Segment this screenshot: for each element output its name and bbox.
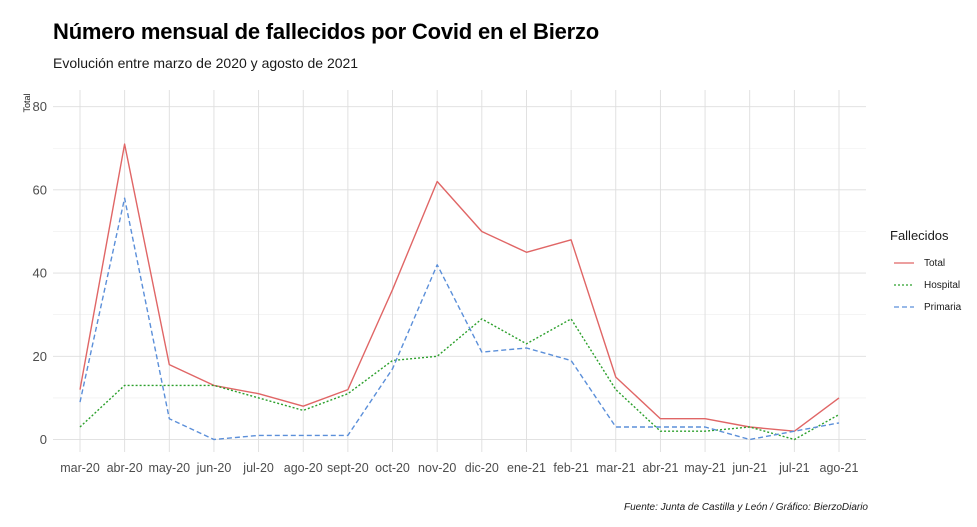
x-tick-label: abr-20 [107, 461, 143, 475]
legend-item-total: Total [890, 252, 961, 274]
x-tick-label: jul-21 [778, 461, 810, 475]
series-line-primaria [79, 197, 840, 441]
y-tick-label: 80 [33, 99, 47, 114]
x-tick-label: nov-20 [418, 461, 456, 475]
y-tick-label: 20 [33, 349, 47, 364]
legend-key-primaria [894, 306, 914, 308]
y-tick-label: 60 [33, 182, 47, 197]
y-tick-label: 0 [40, 432, 47, 447]
legend-label-total: Total [924, 257, 946, 269]
legend: Fallecidos Total Hospital Primaria [890, 228, 961, 318]
y-axis-label: Total [22, 93, 32, 112]
x-tick-label: mar-20 [60, 461, 100, 475]
x-tick-label: dic-20 [465, 461, 499, 475]
x-tick-label: jun-20 [196, 461, 232, 475]
x-tick-label: ene-21 [507, 461, 546, 475]
x-tick-label: sept-20 [327, 461, 369, 475]
x-tick-label: may-20 [148, 461, 190, 475]
legend-item-primaria: Primaria [890, 296, 961, 318]
legend-item-hospital: Hospital [890, 274, 961, 296]
x-tick-label: jul-20 [242, 461, 274, 475]
chart-caption: Fuente: Junta de Castilla y León / Gráfi… [623, 502, 868, 513]
x-tick-label: mar-21 [596, 461, 636, 475]
chart-subtitle: Evolución entre marzo de 2020 y agosto d… [53, 55, 359, 71]
x-tick-label: feb-21 [553, 461, 588, 475]
x-tick-label: ago-21 [820, 461, 859, 475]
series-line-total [79, 143, 840, 432]
chart-title: Número mensual de fallecidos por Covid e… [53, 19, 600, 44]
legend-key-total [894, 262, 914, 264]
x-tick-label: may-21 [684, 461, 726, 475]
x-tick-label: ago-20 [284, 461, 323, 475]
y-tick-label: 40 [33, 266, 47, 281]
series-line-hospital [79, 318, 840, 441]
x-tick-label: oct-20 [375, 461, 410, 475]
legend-label-hospital: Hospital [924, 279, 961, 291]
legend-title: Fallecidos [890, 228, 949, 243]
x-tick-label: abr-21 [642, 461, 678, 475]
legend-key-hospital [894, 284, 914, 286]
legend-label-primaria: Primaria [924, 301, 962, 313]
x-tick-label: jun-21 [731, 461, 767, 475]
